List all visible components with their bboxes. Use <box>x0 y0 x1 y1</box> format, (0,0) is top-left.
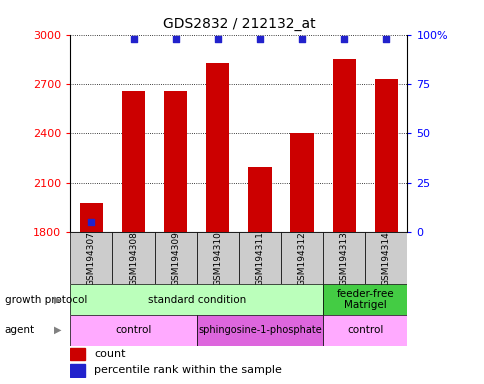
Bar <box>112 232 154 284</box>
Text: GSM194314: GSM194314 <box>381 231 390 286</box>
Point <box>129 35 137 41</box>
Bar <box>70 315 197 346</box>
Bar <box>322 232 364 284</box>
Bar <box>322 315 407 346</box>
Bar <box>322 284 407 315</box>
Bar <box>280 232 322 284</box>
Text: GSM194308: GSM194308 <box>129 231 138 286</box>
Point <box>382 35 390 41</box>
Bar <box>164 91 187 232</box>
Bar <box>70 348 85 360</box>
Bar <box>121 91 145 232</box>
Text: agent: agent <box>5 325 35 335</box>
Text: standard condition: standard condition <box>147 295 245 305</box>
Bar <box>290 133 313 232</box>
Text: GSM194309: GSM194309 <box>171 231 180 286</box>
Bar <box>374 79 397 232</box>
Point <box>213 35 221 41</box>
Text: ▶: ▶ <box>53 325 61 335</box>
Text: GSM194313: GSM194313 <box>339 231 348 286</box>
Bar <box>80 204 103 232</box>
Text: feeder-free
Matrigel: feeder-free Matrigel <box>336 289 393 310</box>
Point <box>298 35 305 41</box>
Point <box>340 35 348 41</box>
Bar <box>70 284 322 315</box>
Text: GSM194311: GSM194311 <box>255 231 264 286</box>
Bar <box>154 232 197 284</box>
Text: GSM194310: GSM194310 <box>213 231 222 286</box>
Bar <box>70 364 85 377</box>
Text: control: control <box>115 325 151 335</box>
Bar <box>364 232 407 284</box>
Bar <box>332 59 355 232</box>
Text: sphingosine-1-phosphate: sphingosine-1-phosphate <box>197 325 321 335</box>
Bar <box>206 63 229 232</box>
Text: control: control <box>347 325 383 335</box>
Bar <box>197 315 322 346</box>
Text: growth protocol: growth protocol <box>5 295 87 305</box>
Point <box>256 35 263 41</box>
Bar <box>248 167 271 232</box>
Text: GSM194312: GSM194312 <box>297 231 306 286</box>
Text: count: count <box>94 349 125 359</box>
Point <box>171 35 179 41</box>
Text: ▶: ▶ <box>53 295 61 305</box>
Title: GDS2832 / 212132_at: GDS2832 / 212132_at <box>162 17 315 31</box>
Bar <box>70 232 112 284</box>
Text: GSM194307: GSM194307 <box>87 231 96 286</box>
Bar <box>197 232 238 284</box>
Point <box>87 219 95 225</box>
Bar <box>238 232 280 284</box>
Text: percentile rank within the sample: percentile rank within the sample <box>94 366 281 376</box>
